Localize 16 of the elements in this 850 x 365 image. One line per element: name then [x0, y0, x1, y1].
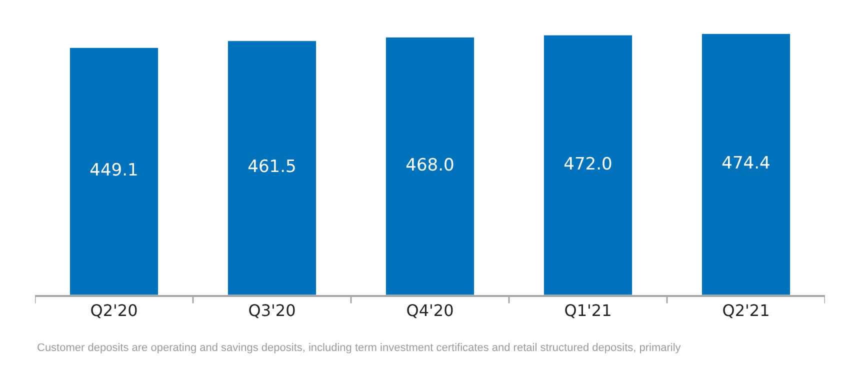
data-label: 468.0 — [406, 155, 454, 176]
x-tick-label: Q2'21 — [722, 300, 770, 320]
data-label: 449.1 — [90, 160, 138, 181]
x-tick-label: Q3'20 — [248, 300, 296, 320]
data-label: 474.4 — [722, 154, 770, 174]
bar — [544, 34, 632, 295]
bar — [228, 40, 316, 295]
bar — [702, 34, 790, 295]
data-label: 461.5 — [248, 157, 296, 178]
text: Customer deposits are operating and savings deposits, including term investment certificates and retail structured deposits, primarily — [37, 342, 682, 354]
data-label: 472.0 — [564, 154, 612, 174]
x-tick-label: Q1'21 — [564, 300, 612, 320]
bar — [386, 37, 474, 295]
bar — [70, 47, 158, 295]
x-tick-label: Q4'20 — [406, 300, 454, 320]
x-tick-label: Q2'20 — [90, 300, 138, 320]
